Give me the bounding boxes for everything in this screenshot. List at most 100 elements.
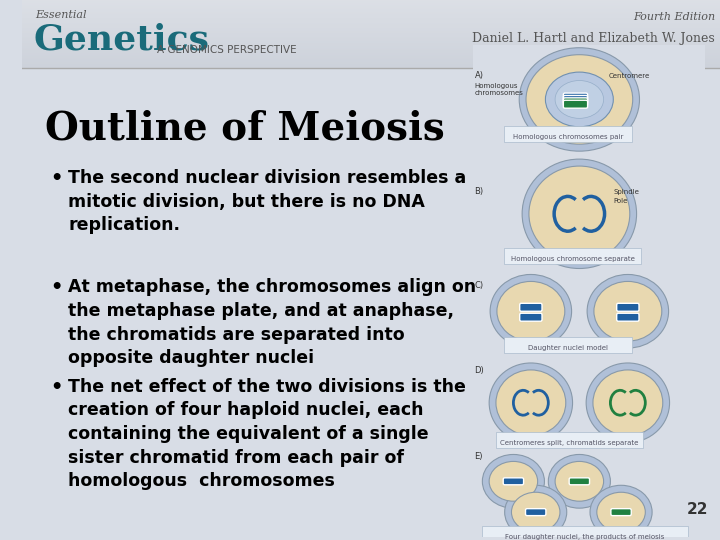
FancyBboxPatch shape bbox=[22, 19, 720, 20]
Text: E): E) bbox=[474, 453, 483, 462]
FancyBboxPatch shape bbox=[526, 509, 546, 516]
FancyBboxPatch shape bbox=[22, 24, 720, 25]
FancyBboxPatch shape bbox=[22, 23, 720, 24]
Ellipse shape bbox=[549, 455, 611, 508]
Ellipse shape bbox=[526, 55, 633, 144]
FancyBboxPatch shape bbox=[482, 526, 688, 540]
FancyBboxPatch shape bbox=[563, 93, 588, 101]
Ellipse shape bbox=[529, 166, 630, 261]
Text: Outline of Meiosis: Outline of Meiosis bbox=[45, 110, 444, 147]
FancyBboxPatch shape bbox=[22, 51, 720, 52]
FancyBboxPatch shape bbox=[496, 431, 644, 448]
FancyBboxPatch shape bbox=[22, 6, 720, 7]
FancyBboxPatch shape bbox=[22, 1, 720, 2]
Ellipse shape bbox=[505, 485, 567, 539]
Ellipse shape bbox=[497, 281, 564, 341]
FancyBboxPatch shape bbox=[22, 31, 720, 32]
FancyBboxPatch shape bbox=[472, 45, 706, 532]
Text: Genetics: Genetics bbox=[33, 23, 210, 57]
FancyBboxPatch shape bbox=[22, 2, 720, 3]
Text: 22: 22 bbox=[687, 502, 708, 517]
FancyBboxPatch shape bbox=[22, 7, 720, 8]
Ellipse shape bbox=[594, 281, 662, 341]
FancyBboxPatch shape bbox=[22, 4, 720, 5]
FancyBboxPatch shape bbox=[22, 53, 720, 55]
FancyBboxPatch shape bbox=[22, 10, 720, 11]
Ellipse shape bbox=[586, 363, 670, 442]
FancyBboxPatch shape bbox=[503, 478, 523, 485]
FancyBboxPatch shape bbox=[563, 96, 588, 104]
FancyBboxPatch shape bbox=[563, 100, 588, 108]
Text: C): C) bbox=[474, 281, 484, 291]
FancyBboxPatch shape bbox=[22, 38, 720, 39]
Ellipse shape bbox=[593, 370, 663, 436]
FancyBboxPatch shape bbox=[22, 52, 720, 53]
FancyBboxPatch shape bbox=[520, 313, 542, 321]
Text: Homologous chromosomes pair: Homologous chromosomes pair bbox=[513, 134, 623, 140]
FancyBboxPatch shape bbox=[22, 26, 720, 27]
FancyBboxPatch shape bbox=[22, 21, 720, 22]
Text: Centromeres split, chromatids separate: Centromeres split, chromatids separate bbox=[500, 440, 639, 445]
FancyBboxPatch shape bbox=[617, 313, 639, 321]
Text: A): A) bbox=[474, 71, 484, 79]
FancyBboxPatch shape bbox=[504, 126, 631, 142]
FancyBboxPatch shape bbox=[563, 98, 588, 106]
Text: Pole: Pole bbox=[613, 198, 628, 204]
Ellipse shape bbox=[489, 363, 572, 442]
FancyBboxPatch shape bbox=[22, 48, 720, 49]
FancyBboxPatch shape bbox=[570, 478, 590, 485]
FancyBboxPatch shape bbox=[22, 43, 720, 44]
Text: Four daughter nuclei, the products of meiosis: Four daughter nuclei, the products of me… bbox=[505, 534, 665, 540]
FancyBboxPatch shape bbox=[22, 13, 720, 14]
FancyBboxPatch shape bbox=[22, 39, 720, 40]
FancyBboxPatch shape bbox=[22, 25, 720, 26]
Text: The second nuclear division resembles a
mitotic division, but there is no DNA
re: The second nuclear division resembles a … bbox=[68, 169, 467, 234]
FancyBboxPatch shape bbox=[22, 15, 720, 16]
FancyBboxPatch shape bbox=[22, 56, 720, 57]
Ellipse shape bbox=[496, 370, 566, 436]
FancyBboxPatch shape bbox=[22, 37, 720, 38]
FancyBboxPatch shape bbox=[22, 22, 720, 23]
FancyBboxPatch shape bbox=[22, 16, 720, 17]
FancyBboxPatch shape bbox=[22, 36, 720, 37]
FancyBboxPatch shape bbox=[22, 44, 720, 45]
FancyBboxPatch shape bbox=[520, 303, 542, 311]
FancyBboxPatch shape bbox=[22, 34, 720, 35]
Ellipse shape bbox=[482, 455, 544, 508]
FancyBboxPatch shape bbox=[22, 11, 720, 12]
FancyBboxPatch shape bbox=[22, 17, 720, 18]
Text: D): D) bbox=[474, 366, 485, 375]
FancyBboxPatch shape bbox=[22, 18, 720, 19]
Text: Homologous: Homologous bbox=[474, 83, 518, 89]
Text: Homologous chromosome separate: Homologous chromosome separate bbox=[510, 255, 634, 261]
FancyBboxPatch shape bbox=[22, 49, 720, 50]
Text: •: • bbox=[50, 279, 63, 298]
Text: At metaphase, the chromosomes align on
the metaphase plate, and at anaphase,
the: At metaphase, the chromosomes align on t… bbox=[68, 279, 477, 367]
FancyBboxPatch shape bbox=[22, 3, 720, 4]
Ellipse shape bbox=[489, 461, 538, 501]
FancyBboxPatch shape bbox=[611, 509, 631, 516]
FancyBboxPatch shape bbox=[22, 0, 720, 1]
FancyBboxPatch shape bbox=[22, 32, 720, 33]
Ellipse shape bbox=[597, 492, 645, 532]
Text: Daughter nuclei model: Daughter nuclei model bbox=[528, 345, 608, 351]
FancyBboxPatch shape bbox=[22, 0, 720, 68]
Ellipse shape bbox=[522, 159, 636, 268]
Text: •: • bbox=[50, 169, 63, 188]
FancyBboxPatch shape bbox=[22, 30, 720, 31]
FancyBboxPatch shape bbox=[617, 303, 639, 311]
FancyBboxPatch shape bbox=[22, 12, 720, 13]
Ellipse shape bbox=[490, 274, 572, 348]
Text: Spindle: Spindle bbox=[613, 189, 639, 195]
FancyBboxPatch shape bbox=[22, 55, 720, 56]
Text: B): B) bbox=[474, 187, 484, 196]
Ellipse shape bbox=[590, 485, 652, 539]
Ellipse shape bbox=[519, 48, 639, 151]
FancyBboxPatch shape bbox=[22, 8, 720, 9]
FancyBboxPatch shape bbox=[504, 337, 631, 353]
Text: A GENOMICS PERSPECTIVE: A GENOMICS PERSPECTIVE bbox=[158, 45, 297, 55]
Ellipse shape bbox=[511, 492, 560, 532]
FancyBboxPatch shape bbox=[22, 33, 720, 34]
FancyBboxPatch shape bbox=[22, 28, 720, 29]
FancyBboxPatch shape bbox=[22, 14, 720, 15]
